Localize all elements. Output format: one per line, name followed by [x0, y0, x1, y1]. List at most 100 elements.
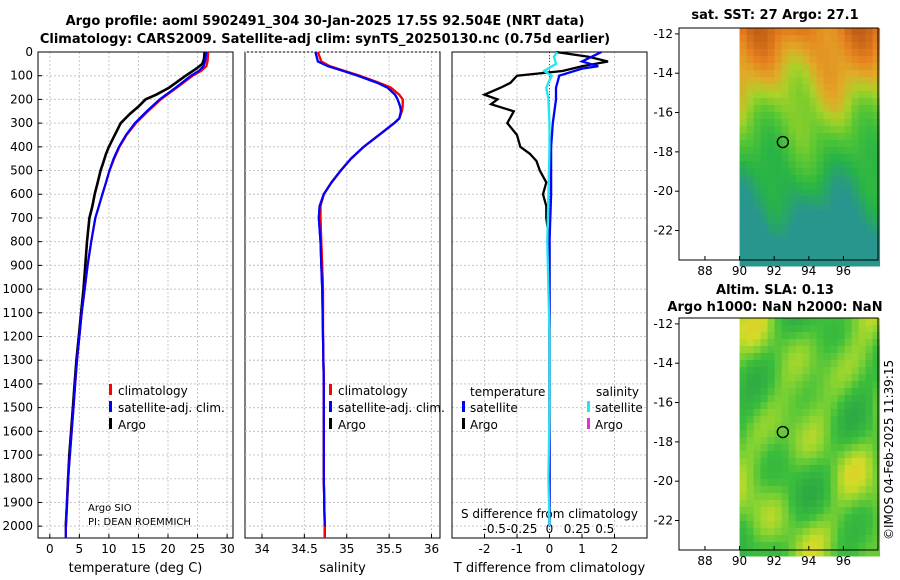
map-cell [830, 479, 839, 487]
map-cell [774, 500, 783, 508]
map-cell [739, 416, 748, 424]
map-cell [809, 84, 818, 92]
map-cell [865, 451, 874, 459]
map-cell [753, 140, 762, 148]
map-cell [774, 437, 783, 445]
map-cell [830, 105, 839, 113]
map-cell [816, 451, 825, 459]
map-cell [788, 388, 797, 396]
map-cell [760, 458, 769, 466]
map-cell [844, 360, 853, 368]
map-cell [746, 339, 755, 347]
map-cell [816, 416, 825, 424]
map-cell [795, 161, 804, 169]
map-cell [823, 119, 832, 127]
map-cell [774, 196, 783, 204]
map-cell [760, 112, 769, 120]
map-cell [858, 367, 867, 375]
map-cell [781, 252, 790, 260]
map-cell [753, 416, 762, 424]
map-cell [767, 514, 776, 522]
legend-swatch [329, 384, 332, 395]
map-cell [816, 346, 825, 354]
map-cell [774, 402, 783, 410]
legend-swatch [329, 401, 332, 412]
map-cell [739, 70, 748, 78]
map-cell [816, 402, 825, 410]
map-cell [816, 318, 825, 326]
map-cell [837, 35, 846, 43]
map-cell [802, 395, 811, 403]
map-cell [858, 217, 867, 225]
map-cell [816, 430, 825, 438]
map-cell [823, 437, 832, 445]
map-cell [767, 444, 776, 452]
map-cell [774, 416, 783, 424]
map-cell [851, 360, 860, 368]
map-cell [788, 507, 797, 515]
x-tick-label: 30 [219, 542, 234, 556]
map-cell [872, 535, 881, 543]
map-cell [816, 542, 825, 550]
map-cell [760, 409, 769, 417]
map-cell [809, 423, 818, 431]
map-cell [809, 549, 818, 557]
map-cell [767, 175, 776, 183]
map-cell [872, 119, 881, 127]
map-cell [809, 196, 818, 204]
map-cell [851, 444, 860, 452]
map-cell [746, 437, 755, 445]
map-cell [746, 154, 755, 162]
map-cell [816, 465, 825, 473]
map-cell [837, 168, 846, 176]
map-cell [781, 224, 790, 232]
map-cell [809, 112, 818, 120]
map-cell [837, 318, 846, 326]
map-cell [809, 133, 818, 141]
series-line-climatology [64, 51, 210, 538]
map-cell [830, 196, 839, 204]
map-cell [788, 423, 797, 431]
map-cell [795, 91, 804, 99]
map-cell [781, 140, 790, 148]
map-cell [767, 203, 776, 211]
map-cell [746, 493, 755, 501]
map-cell [753, 367, 762, 375]
legend-swatch [462, 418, 465, 429]
map-cell [837, 451, 846, 459]
map-cell [823, 528, 832, 536]
map-cell [830, 35, 839, 43]
map-cell [851, 49, 860, 57]
map-cell [837, 374, 846, 382]
map-cell [739, 339, 748, 347]
map-cell [851, 493, 860, 501]
map-cell [872, 189, 881, 197]
map-cell [837, 175, 846, 183]
map-cell [774, 451, 783, 459]
map-cell [760, 154, 769, 162]
map-cell [760, 98, 769, 106]
map-cell [795, 535, 804, 543]
map-cell [823, 252, 832, 260]
map-cell [795, 493, 804, 501]
map-cell [858, 49, 867, 57]
sst-profile-location-marker [776, 135, 790, 149]
map-cell [760, 161, 769, 169]
map-cell [795, 126, 804, 134]
map-cell [830, 28, 839, 36]
map-cell [767, 49, 776, 57]
map-cell [830, 500, 839, 508]
map-cell [781, 77, 790, 85]
map-cell [739, 388, 748, 396]
map-cell [795, 119, 804, 127]
map-y-tick-label: -18 [653, 145, 673, 159]
map-cell [753, 182, 762, 190]
map-cell [872, 458, 881, 466]
map-cell [795, 416, 804, 424]
map-cell [865, 332, 874, 340]
map-cell [858, 430, 867, 438]
map-cell [795, 367, 804, 375]
map-cell [830, 91, 839, 99]
x-axis-label: T difference from climatology [453, 561, 646, 576]
map-cell [802, 259, 811, 267]
